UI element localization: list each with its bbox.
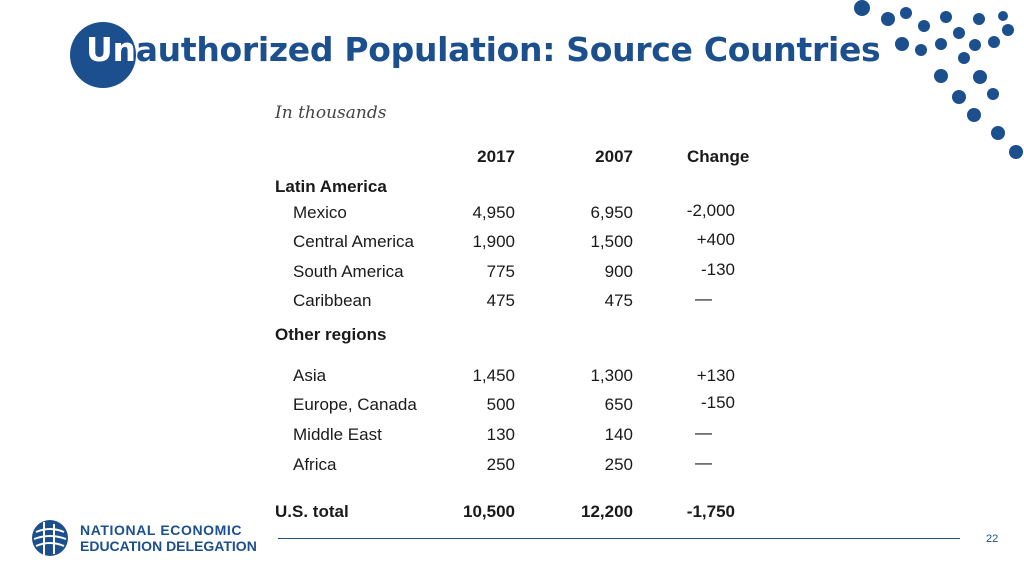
total-label: U.S. total	[275, 502, 349, 521]
globe-icon	[32, 520, 68, 556]
row-name: Middle East	[293, 425, 382, 444]
row-name: Asia	[293, 366, 327, 385]
logo-text-line2: EDUCATION DELEGATION	[80, 538, 257, 554]
row-name: Mexico	[293, 203, 347, 222]
row-value-2017: 1,450	[472, 366, 515, 385]
row-value-2007: 1,300	[590, 366, 633, 385]
row-value-2007: 6,950	[590, 203, 633, 222]
row-change: —	[695, 289, 712, 308]
group-label-other-regions: Other regions	[275, 325, 387, 344]
row-value-2007: 475	[604, 291, 633, 310]
row-value-2017: 130	[486, 425, 515, 444]
total-value-2017: 10,500	[463, 502, 515, 521]
logo-text-line1: NATIONAL ECONOMIC	[80, 522, 243, 538]
row-value-2007: 250	[604, 455, 633, 474]
decorative-dots	[854, 0, 1023, 159]
title-highlight: Un	[86, 30, 136, 69]
row-value-2017: 500	[486, 395, 515, 414]
title-rest: authorized Population: Source Countries	[135, 30, 881, 69]
row-change: —	[695, 453, 712, 472]
page-number: 22	[986, 533, 999, 545]
title-circle-accent	[70, 22, 136, 88]
footer-divider	[278, 538, 960, 539]
total-change: -1,750	[686, 502, 735, 521]
row-name: South America	[293, 262, 404, 281]
row-name: Caribbean	[293, 291, 372, 310]
row-value-2017: 4,950	[472, 203, 515, 222]
row-name: Central America	[293, 232, 414, 251]
row-value-2017: 475	[486, 291, 515, 310]
row-value-2017: 250	[486, 455, 515, 474]
table-subtitle: In thousands	[275, 103, 387, 123]
row-value-2007: 1,500	[590, 232, 633, 251]
group-label-latin-america: Latin America	[275, 177, 387, 196]
row-change: —	[695, 423, 712, 442]
row-name: Europe, Canada	[293, 395, 417, 414]
row-value-2007: 140	[604, 425, 633, 444]
row-value-2007: 650	[604, 395, 633, 414]
slide-title: Unauthorized Population: Source Countrie…	[86, 30, 881, 69]
col-header-2007: 2007	[595, 147, 633, 166]
row-change: -2,000	[686, 201, 735, 220]
row-change: -130	[700, 260, 735, 279]
row-value-2017: 775	[486, 262, 515, 281]
row-change: +130	[696, 366, 735, 385]
row-name: Africa	[293, 455, 337, 474]
col-header-change: Change	[687, 147, 750, 166]
total-value-2007: 12,200	[581, 502, 633, 521]
row-change: -150	[700, 393, 735, 412]
col-header-2017: 2017	[477, 147, 515, 166]
row-value-2017: 1,900	[472, 232, 515, 251]
row-change: +400	[696, 230, 735, 249]
row-value-2007: 900	[604, 262, 633, 281]
